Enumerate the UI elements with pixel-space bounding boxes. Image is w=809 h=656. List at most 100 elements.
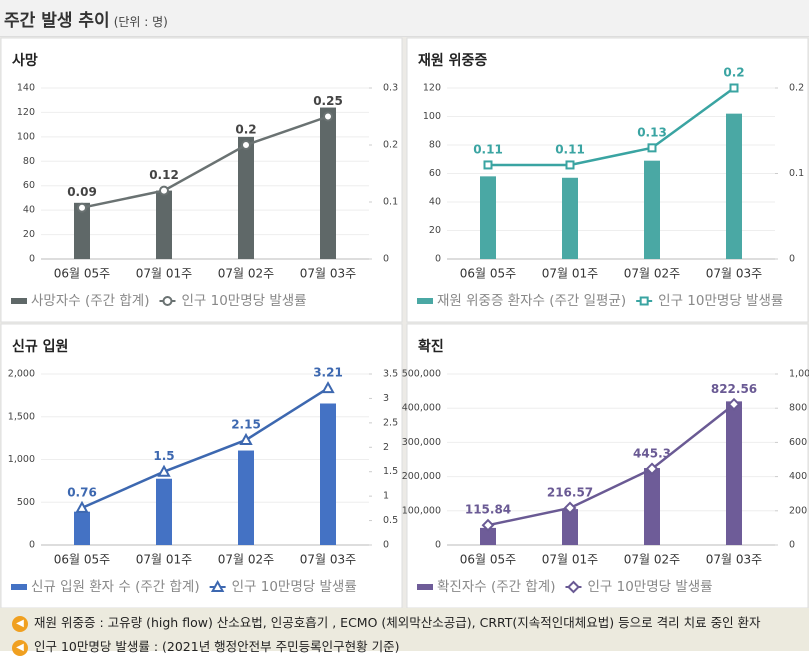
line-marker (563, 501, 577, 515)
y-tick-label: 1,500 (8, 411, 35, 422)
y2-tick-label: 1.5 (383, 466, 398, 477)
y-tick-label: 200,000 (402, 471, 441, 482)
line-marker (639, 296, 649, 306)
note-text: 재원 위중증 : 고유량 (high flow) 산소요법, 인공호흡기 , E… (34, 615, 761, 630)
x-tick-label: 07월 02주 (624, 553, 680, 567)
bar (320, 107, 336, 260)
x-tick-label: 07월 02주 (624, 267, 680, 281)
note-icon: ◀ (12, 639, 28, 656)
data-label: 0.09 (67, 185, 97, 199)
line-marker (210, 579, 225, 592)
legend-label: 인구 10만명당 발생률 (181, 293, 306, 309)
y-tick-label: 0 (29, 540, 35, 551)
y2-tick-label: 400 (789, 471, 807, 482)
x-tick-label: 07월 03주 (300, 267, 356, 281)
y-tick-label: 0 (435, 540, 441, 551)
y-tick-label: 60 (23, 180, 35, 191)
x-tick-label: 07월 03주 (706, 267, 762, 281)
line (81, 387, 329, 510)
y-tick-label: 140 (17, 83, 35, 94)
legend-label: 재원 위중증 환자수 (주간 일평균) (437, 293, 626, 309)
y2-tick-label: 0 (789, 540, 795, 551)
y2-tick-label: 0.5 (383, 515, 398, 526)
line-marker (157, 464, 171, 477)
line-marker (565, 160, 575, 170)
chart-title: 신규 입원 (12, 339, 68, 355)
legend-label: 신규 입원 환자 수 (주간 합계) (31, 579, 200, 595)
legend-label: 인구 10만명당 발생률 (232, 579, 357, 595)
bar (238, 136, 254, 259)
x-tick-label: 07월 01주 (136, 553, 192, 567)
line-marker (77, 202, 87, 213)
y2-tick-label: 0.3 (383, 83, 398, 94)
x-tick-label: 07월 01주 (542, 267, 598, 281)
line (487, 403, 735, 527)
y-tick-label: 500,000 (402, 369, 441, 380)
bar (562, 177, 578, 259)
y-tick-label: 20 (429, 225, 441, 236)
y-tick-label: 300,000 (402, 437, 441, 448)
line-marker (239, 432, 253, 445)
x-tick-label: 07월 01주 (136, 267, 192, 281)
data-label: 0.76 (67, 485, 97, 499)
chart-title: 사망 (12, 52, 38, 69)
line (488, 86, 735, 167)
bar (156, 478, 172, 545)
legend-label: 확진자수 (주간 합계) (437, 579, 555, 595)
y-tick-label: 80 (429, 140, 441, 151)
x-tick-label: 06월 05주 (54, 267, 110, 281)
y-tick-label: 40 (23, 205, 35, 216)
data-label: 3.21 (313, 366, 343, 380)
y2-tick-label: 800 (789, 403, 807, 414)
y-tick-label: 120 (423, 83, 441, 94)
line-marker (75, 500, 89, 513)
y-tick-label: 100 (17, 131, 35, 142)
note-icon: ◀ (12, 615, 28, 632)
y2-tick-label: 3.5 (383, 369, 398, 380)
line-marker (241, 140, 251, 150)
bar (562, 509, 578, 545)
header-title: 주간 발생 추이 (단위 : 명) (4, 6, 168, 31)
legend-swatch (11, 298, 27, 304)
y2-tick-label: 0.1 (789, 168, 804, 179)
data-label: 0.13 (637, 125, 667, 139)
data-label: 822.56 (711, 382, 757, 396)
y-tick-label: 80 (23, 156, 35, 167)
line-marker (727, 397, 741, 411)
x-tick-label: 07월 02주 (218, 267, 274, 281)
y2-tick-label: 0 (789, 254, 795, 265)
y2-tick-label: 3 (383, 393, 389, 404)
data-label: 115.84 (465, 503, 511, 517)
data-label: 0.25 (313, 94, 343, 108)
note-text: 인구 10만명당 발생률 : (2021년 행정안전부 주민등록인구현황 기준) (34, 639, 400, 654)
y-tick-label: 2,000 (8, 369, 35, 380)
bar (480, 176, 496, 259)
bar (480, 527, 496, 545)
header: 주간 발생 추이 (단위 : 명) (0, 0, 809, 37)
legend-label: 인구 10만명당 발생률 (658, 293, 783, 309)
legend-swatch (11, 584, 27, 590)
bar (74, 202, 90, 259)
y-tick-label: 40 (429, 197, 441, 208)
line-marker (647, 143, 657, 153)
x-tick-label: 06월 05주 (460, 553, 516, 567)
line-marker (645, 462, 659, 476)
line-marker (729, 83, 739, 93)
note: ◀ 인구 10만명당 발생률 : (2021년 행정안전부 주민등록인구현황 기준… (12, 636, 400, 656)
x-tick-label: 06월 05주 (54, 553, 110, 567)
title-text: 주간 발생 추이 (4, 11, 110, 31)
y-tick-label: 1,000 (8, 454, 35, 465)
y-tick-label: 0 (435, 254, 441, 265)
y-tick-label: 20 (23, 229, 35, 240)
data-label: 2.15 (231, 417, 261, 431)
x-tick-label: 07월 03주 (706, 553, 762, 567)
y-tick-label: 100,000 (402, 505, 441, 516)
bar (320, 403, 336, 545)
line (81, 115, 329, 209)
data-label: 445.3 (633, 446, 671, 460)
legend-swatch (417, 298, 433, 304)
bar (74, 511, 90, 545)
y2-tick-label: 600 (789, 437, 807, 448)
line-marker (321, 381, 335, 394)
y-tick-label: 120 (17, 107, 35, 118)
